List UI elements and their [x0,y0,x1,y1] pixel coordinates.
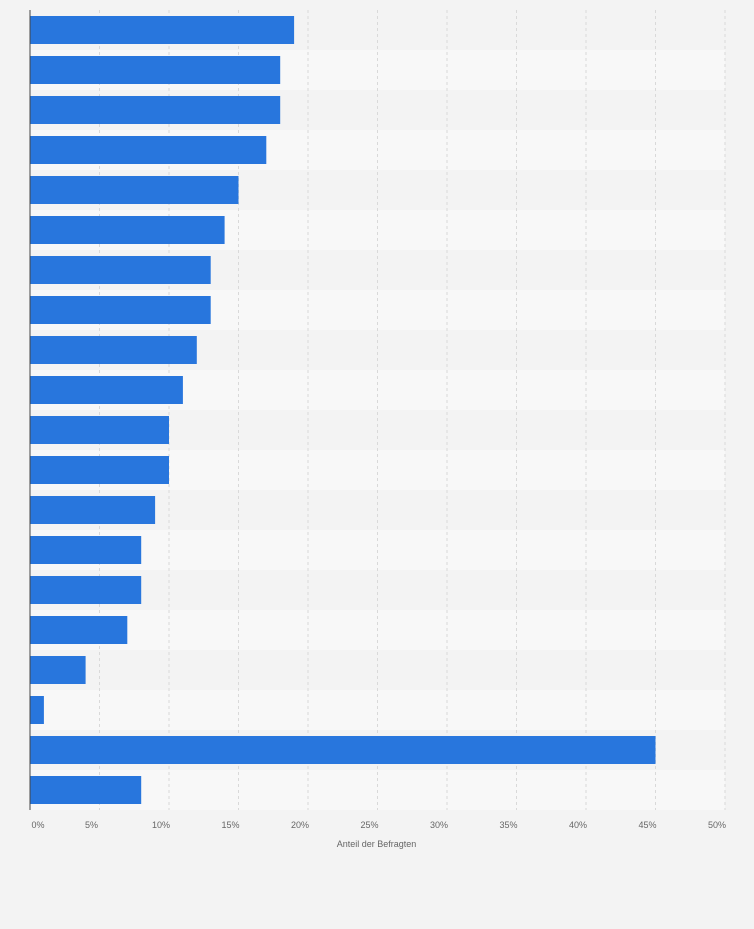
bar [30,656,86,684]
x-tick-label: 40% [569,820,587,830]
bar [30,256,211,284]
x-tick-label: 5% [85,820,98,830]
bar [30,16,295,44]
x-tick-label: 0% [31,820,44,830]
x-tick-label: 50% [708,820,726,830]
bar [30,696,44,724]
bar [30,536,142,564]
bars [30,16,656,804]
bar [30,176,239,204]
x-tick-label: 20% [291,820,309,830]
bar [30,336,197,364]
bar [30,56,281,84]
x-tick-label: 25% [360,820,378,830]
x-tick-label: 15% [221,820,239,830]
x-tick-label: 45% [638,820,656,830]
bar [30,296,211,324]
bar [30,576,142,604]
bar [30,616,128,644]
x-tick-label: 10% [152,820,170,830]
bar [30,376,183,404]
x-tick-label: 35% [499,820,517,830]
bar [30,456,169,484]
bar [30,96,281,124]
bar [30,216,225,244]
x-axis-ticks: 0% 5% 10% 15% 20% 25% 30% 35% 40% 45% 50% [31,820,726,830]
x-axis-title: Anteil der Befragten [337,839,417,849]
bar [30,416,169,444]
bar [30,736,656,764]
x-tick-label: 30% [430,820,448,830]
bar [30,496,156,524]
bar [30,776,142,804]
bar [30,136,267,164]
